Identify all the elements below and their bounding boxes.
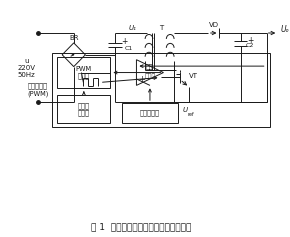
Text: 放大器: 放大器 — [144, 74, 155, 79]
Text: T: T — [160, 25, 164, 31]
Text: +: + — [138, 75, 145, 84]
Text: C1: C1 — [125, 46, 133, 51]
Text: -: - — [140, 61, 143, 70]
Text: +: + — [122, 37, 128, 46]
Text: Uₒ: Uₒ — [281, 25, 289, 34]
Text: 锯齿波
发生器: 锯齿波 发生器 — [78, 102, 90, 116]
Text: U: U — [183, 107, 188, 113]
Text: u
220V
50Hz: u 220V 50Hz — [17, 58, 35, 77]
Text: U₁: U₁ — [129, 25, 137, 31]
Text: VD: VD — [209, 22, 219, 28]
Text: 误差: 误差 — [146, 65, 154, 70]
Text: C2: C2 — [246, 43, 254, 48]
Text: +: + — [247, 36, 253, 46]
Text: ref: ref — [187, 112, 194, 117]
Text: 基准电压源: 基准电压源 — [140, 110, 160, 116]
Text: VT: VT — [189, 73, 198, 78]
Text: 脉宽调制器
(PWM): 脉宽调制器 (PWM) — [27, 83, 49, 97]
Text: PWM
比较器: PWM 比较器 — [76, 66, 92, 79]
Text: BR: BR — [69, 35, 79, 41]
Text: 图 1  脉宽调制式开关电源的基本原理图: 图 1 脉宽调制式开关电源的基本原理图 — [91, 222, 191, 231]
